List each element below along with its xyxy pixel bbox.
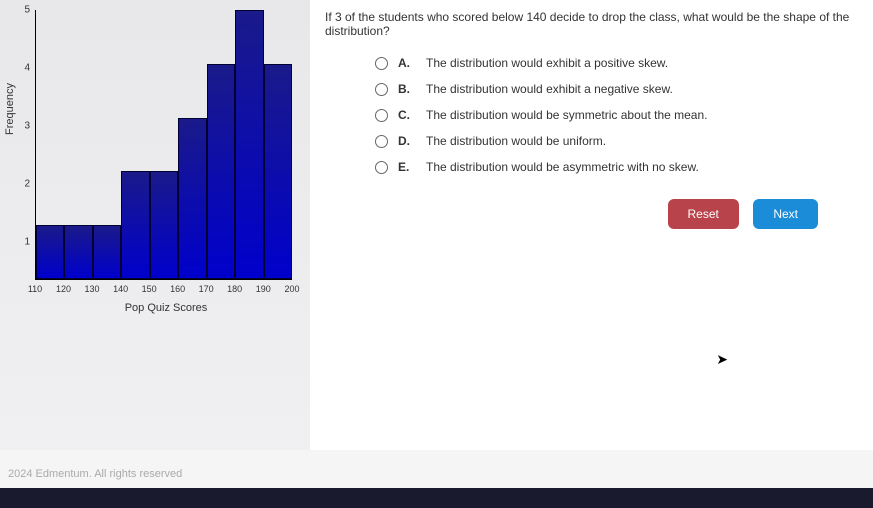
bars-container (36, 10, 292, 279)
x-tick: 160 (170, 284, 185, 294)
question-text: If 3 of the students who scored below 14… (325, 10, 858, 38)
x-tick: 150 (142, 284, 157, 294)
y-tick: 1 (24, 237, 30, 248)
x-axis-label: Pop Quiz Scores (30, 302, 302, 314)
option-letter: E. (398, 160, 412, 174)
chart-section: Frequency 5 4 3 2 1 (0, 0, 310, 450)
radio-icon[interactable] (375, 83, 388, 96)
options-list: A. The distribution would exhibit a posi… (375, 56, 858, 174)
option-a[interactable]: A. The distribution would exhibit a posi… (375, 56, 858, 70)
bar (121, 171, 149, 279)
option-text: The distribution would be symmetric abou… (426, 108, 707, 122)
x-tick: 190 (256, 284, 271, 294)
y-tick: 5 (24, 5, 30, 16)
radio-icon[interactable] (375, 109, 388, 122)
cursor-icon: ➤ (716, 351, 728, 368)
bar (64, 225, 92, 279)
y-tick: 3 (24, 121, 30, 132)
radio-icon[interactable] (375, 57, 388, 70)
question-section: If 3 of the students who scored below 14… (310, 0, 873, 450)
option-letter: B. (398, 82, 412, 96)
footer-text: 2024 Edmentum. All rights reserved (8, 468, 182, 480)
bar (264, 64, 292, 279)
next-button[interactable]: Next (753, 199, 818, 229)
y-axis-label: Frequency (4, 83, 16, 135)
x-tick: 180 (227, 284, 242, 294)
x-tick: 140 (113, 284, 128, 294)
option-text: The distribution would be asymmetric wit… (426, 160, 699, 174)
radio-icon[interactable] (375, 135, 388, 148)
x-tick: 110 (28, 284, 42, 294)
reset-button[interactable]: Reset (668, 199, 739, 229)
y-tick: 4 (24, 63, 30, 74)
option-b[interactable]: B. The distribution would exhibit a nega… (375, 82, 858, 96)
option-e[interactable]: E. The distribution would be asymmetric … (375, 160, 858, 174)
plot-area (35, 10, 292, 280)
x-tick: 120 (56, 284, 71, 294)
main-container: Frequency 5 4 3 2 1 (0, 0, 873, 450)
option-c[interactable]: C. The distribution would be symmetric a… (375, 108, 858, 122)
x-tick: 200 (284, 284, 299, 294)
bar (150, 171, 178, 279)
y-ticks: 5 4 3 2 1 (18, 10, 30, 300)
bottom-bar (0, 488, 873, 508)
x-tick: 170 (199, 284, 214, 294)
y-tick: 2 (24, 179, 30, 190)
bar (36, 225, 64, 279)
x-tick: 130 (85, 284, 100, 294)
bar (93, 225, 121, 279)
option-d[interactable]: D. The distribution would be uniform. (375, 134, 858, 148)
option-text: The distribution would exhibit a positiv… (426, 56, 668, 70)
bar (178, 118, 206, 279)
x-ticks: 110 120 130 140 150 160 170 180 190 200 (35, 280, 292, 300)
option-text: The distribution would exhibit a negativ… (426, 82, 673, 96)
radio-icon[interactable] (375, 161, 388, 174)
button-row: Reset Next (325, 199, 858, 229)
bar (235, 10, 263, 279)
option-letter: A. (398, 56, 412, 70)
option-letter: D. (398, 134, 412, 148)
chart-area: Frequency 5 4 3 2 1 (30, 10, 302, 300)
bar (207, 64, 235, 279)
option-letter: C. (398, 108, 412, 122)
option-text: The distribution would be uniform. (426, 134, 606, 148)
